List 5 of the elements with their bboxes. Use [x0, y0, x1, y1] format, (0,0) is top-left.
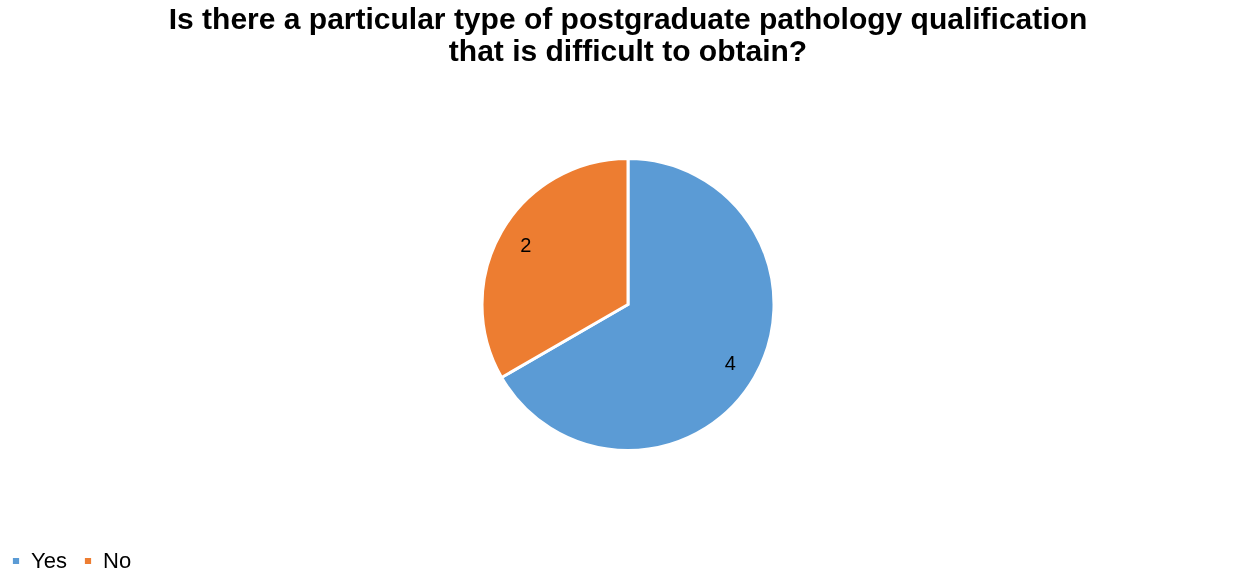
legend-label: Yes [31, 548, 67, 573]
chart-title: Is there a particular type of postgraduate pathology qualification that is difficult to obtain? [168, 2, 1088, 67]
legend-label: No [103, 548, 132, 573]
data-label: 4 [724, 351, 736, 374]
data-label: 2 [520, 233, 532, 256]
